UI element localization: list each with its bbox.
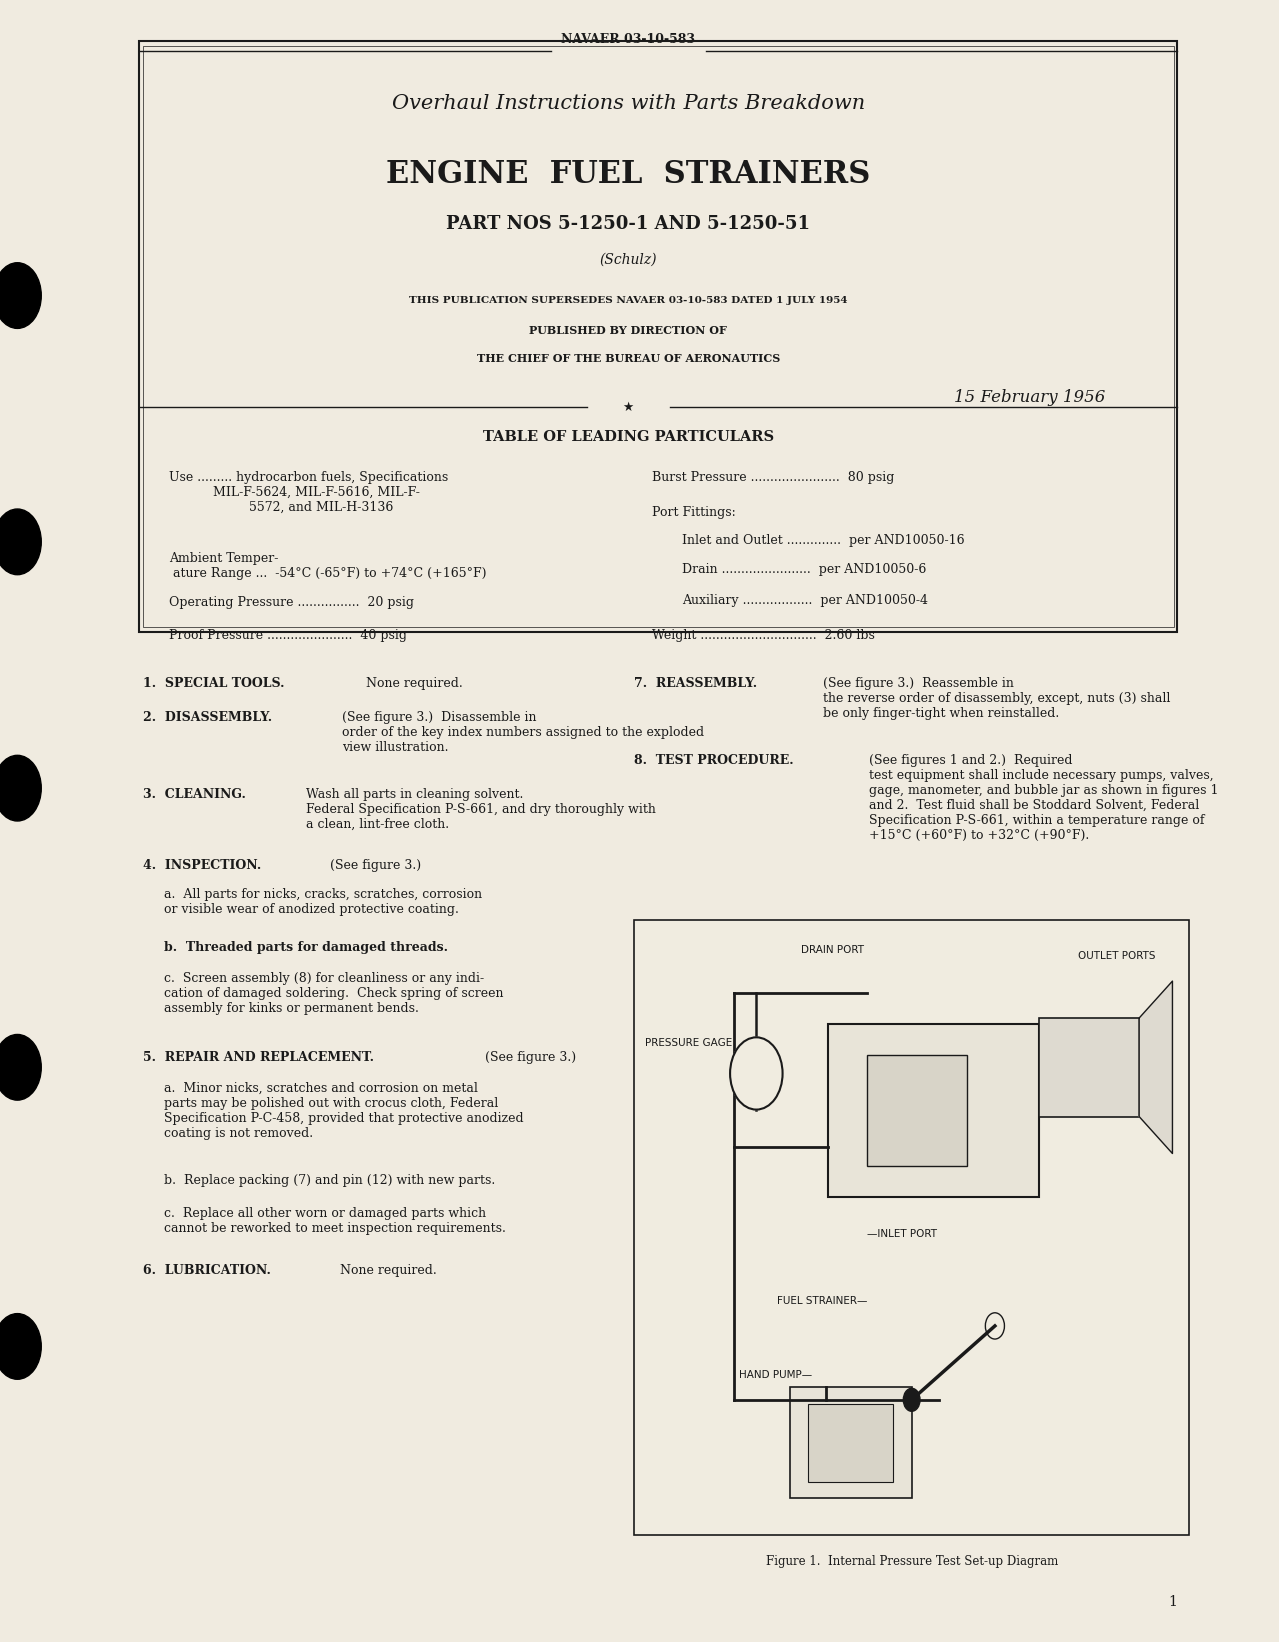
- Bar: [634, 920, 1189, 1535]
- Text: (See figure 3.): (See figure 3.): [485, 1051, 577, 1064]
- Text: DRAIN PORT: DRAIN PORT: [801, 946, 863, 956]
- Text: a.  All parts for nicks, cracks, scratches, corrosion
or visible wear of anodize: a. All parts for nicks, cracks, scratche…: [164, 888, 482, 916]
- Text: Figure 1.  Internal Pressure Test Set-up Diagram: Figure 1. Internal Pressure Test Set-up …: [766, 1555, 1058, 1568]
- Text: HAND PUMP—: HAND PUMP—: [739, 1369, 812, 1381]
- Circle shape: [0, 263, 41, 328]
- Bar: [808, 1404, 893, 1481]
- Text: 3.  CLEANING.: 3. CLEANING.: [143, 788, 246, 801]
- Text: a.  Minor nicks, scratches and corrosion on metal
parts may be polished out with: a. Minor nicks, scratches and corrosion …: [164, 1082, 524, 1140]
- Text: Weight ..............................  2.60 lbs: Weight .............................. 2.…: [652, 629, 875, 642]
- Text: c.  Replace all other worn or damaged parts which
cannot be reworked to meet ins: c. Replace all other worn or damaged par…: [164, 1207, 506, 1235]
- Text: 5.  REPAIR AND REPLACEMENT.: 5. REPAIR AND REPLACEMENT.: [143, 1051, 373, 1064]
- Circle shape: [903, 1387, 920, 1410]
- Text: 4.  INSPECTION.: 4. INSPECTION.: [143, 859, 261, 872]
- Text: —INLET PORT: —INLET PORT: [867, 1228, 938, 1238]
- Text: (Schulz): (Schulz): [600, 253, 657, 268]
- FancyBboxPatch shape: [1040, 1018, 1140, 1117]
- Text: None required.: None required.: [339, 1264, 436, 1277]
- Text: (See figure 3.): (See figure 3.): [330, 859, 421, 872]
- Text: c.  Screen assembly (8) for cleanliness or any indi-
cation of damaged soldering: c. Screen assembly (8) for cleanliness o…: [164, 972, 504, 1015]
- Polygon shape: [1140, 980, 1173, 1153]
- Text: 8.  TEST PROCEDURE.: 8. TEST PROCEDURE.: [634, 754, 794, 767]
- Text: Wash all parts in cleaning solvent.
Federal Specification P-S-661, and dry thoro: Wash all parts in cleaning solvent. Fede…: [306, 788, 656, 831]
- Bar: [867, 1056, 967, 1166]
- Bar: [143, 46, 1174, 627]
- Text: 6.  LUBRICATION.: 6. LUBRICATION.: [143, 1264, 271, 1277]
- Text: Burst Pressure .......................  80 psig: Burst Pressure ....................... 8…: [652, 471, 894, 484]
- Text: (See figure 3.)  Reassemble in
the reverse order of disassembly, except, nuts (3: (See figure 3.) Reassemble in the revers…: [822, 677, 1170, 719]
- Text: PUBLISHED BY DIRECTION OF: PUBLISHED BY DIRECTION OF: [530, 325, 728, 337]
- Text: TABLE OF LEADING PARTICULARS: TABLE OF LEADING PARTICULARS: [482, 430, 774, 445]
- Text: b.  Threaded parts for damaged threads.: b. Threaded parts for damaged threads.: [164, 941, 448, 954]
- Text: Operating Pressure ................  20 psig: Operating Pressure ................ 20 p…: [169, 596, 414, 609]
- Text: Proof Pressure ......................  40 psig: Proof Pressure ...................... 40…: [169, 629, 407, 642]
- Text: ENGINE  FUEL  STRAINERS: ENGINE FUEL STRAINERS: [386, 159, 871, 190]
- Text: Auxiliary ..................  per AND10050-4: Auxiliary .................. per AND1005…: [682, 594, 929, 608]
- Circle shape: [0, 1034, 41, 1100]
- Text: THIS PUBLICATION SUPERSEDES NAVAER 03-10-583 DATED 1 JULY 1954: THIS PUBLICATION SUPERSEDES NAVAER 03-10…: [409, 296, 848, 304]
- Text: Drain .......................  per AND10050-6: Drain ....................... per AND100…: [682, 563, 926, 576]
- Text: 1.  SPECIAL TOOLS.: 1. SPECIAL TOOLS.: [143, 677, 284, 690]
- Text: (See figures 1 and 2.)  Required
test equipment shall include necessary pumps, v: (See figures 1 and 2.) Required test equ…: [870, 754, 1219, 842]
- Text: 15 February 1956: 15 February 1956: [954, 389, 1105, 406]
- Text: 1: 1: [1168, 1594, 1177, 1609]
- Circle shape: [0, 509, 41, 575]
- Text: Ambient Temper-
 ature Range ...  -54°C (-65°F) to +74°C (+165°F): Ambient Temper- ature Range ... -54°C (-…: [169, 552, 486, 580]
- Text: Use ......... hydrocarbon fuels, Specifications
           MIL-F-5624, MIL-F-561: Use ......... hydrocarbon fuels, Specifi…: [169, 471, 448, 514]
- Text: PART NOS 5-1250-1 AND 5-1250-51: PART NOS 5-1250-1 AND 5-1250-51: [446, 215, 811, 233]
- Bar: [139, 41, 1177, 632]
- Text: FUEL STRAINER—: FUEL STRAINER—: [776, 1296, 867, 1307]
- Bar: [789, 1387, 912, 1498]
- Text: None required.: None required.: [366, 677, 463, 690]
- Text: Inlet and Outlet ..............  per AND10050-16: Inlet and Outlet .............. per AND1…: [682, 534, 964, 547]
- Text: PRESSURE GAGE: PRESSURE GAGE: [646, 1038, 733, 1048]
- Text: NAVAER 03-10-583: NAVAER 03-10-583: [561, 33, 696, 46]
- Text: ★: ★: [623, 401, 634, 414]
- Text: 7.  REASSEMBLY.: 7. REASSEMBLY.: [634, 677, 757, 690]
- Circle shape: [730, 1038, 783, 1110]
- Text: 2.  DISASSEMBLY.: 2. DISASSEMBLY.: [143, 711, 272, 724]
- Circle shape: [0, 755, 41, 821]
- Text: Port Fittings:: Port Fittings:: [652, 506, 735, 519]
- Bar: [829, 1025, 1040, 1197]
- Text: (See figure 3.)  Disassemble in
order of the key index numbers assigned to the e: (See figure 3.) Disassemble in order of …: [341, 711, 703, 754]
- Circle shape: [0, 1314, 41, 1379]
- Text: Overhaul Instructions with Parts Breakdown: Overhaul Instructions with Parts Breakdo…: [391, 94, 865, 113]
- Text: OUTLET PORTS: OUTLET PORTS: [1078, 951, 1156, 962]
- Text: b.  Replace packing (7) and pin (12) with new parts.: b. Replace packing (7) and pin (12) with…: [164, 1174, 495, 1187]
- Text: THE CHIEF OF THE BUREAU OF AERONAUTICS: THE CHIEF OF THE BUREAU OF AERONAUTICS: [477, 353, 780, 365]
